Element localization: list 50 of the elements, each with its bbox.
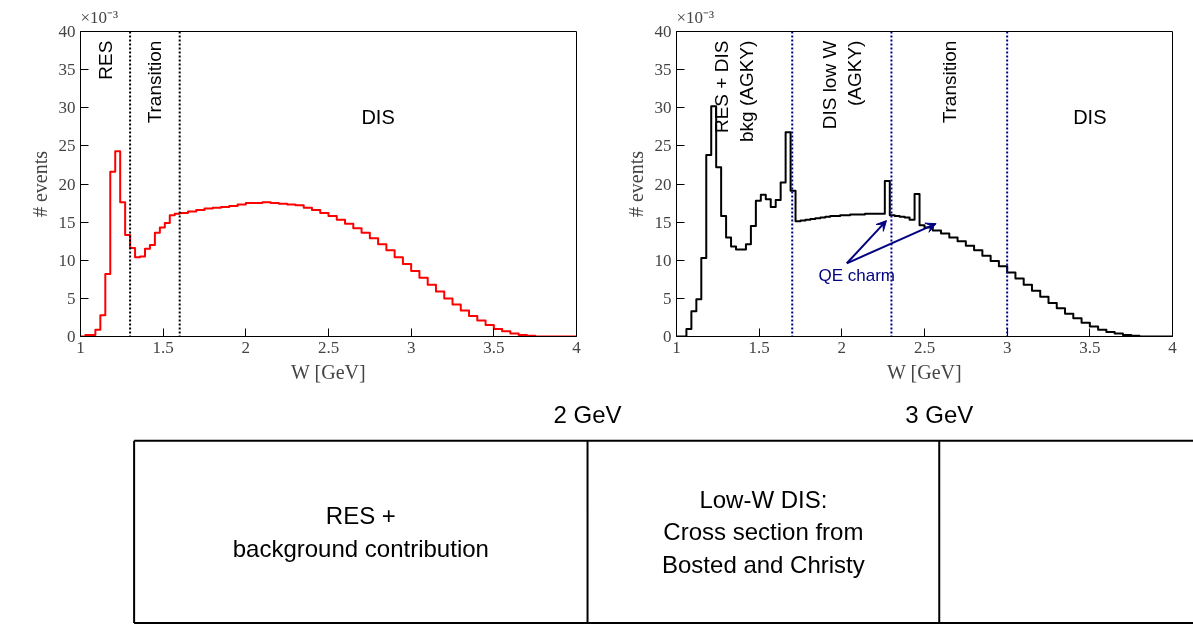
text: 2 GeV — [553, 400, 622, 428]
y-tick-label: 5 — [67, 288, 76, 308]
y-tick-label: 30 — [58, 98, 76, 118]
x-tick-label: 3.5 — [483, 337, 505, 357]
y-tick-label: 25 — [654, 136, 672, 156]
annotation: Transition — [144, 40, 166, 124]
x-axis-title: W [GeV] — [291, 360, 366, 383]
y-tick-label: 35 — [58, 60, 76, 80]
category-label: Low-W DIS: Cross section from Bosted and Christy — [662, 486, 865, 578]
y-tick-label: 0 — [67, 327, 76, 346]
x-tick-label: 1.5 — [152, 337, 174, 357]
y-tick-label: 30 — [654, 98, 672, 118]
category-label: RES + background contribution — [232, 502, 489, 562]
x-tick-label: 4 — [572, 337, 582, 357]
x-tick-label: 1.5 — [748, 337, 770, 357]
x-tick-label: 2.5 — [913, 337, 936, 357]
annotation: DIS low W (AGKY) — [818, 40, 865, 130]
annotation: DIS — [1073, 105, 1107, 128]
y-tick-label: 10 — [58, 250, 76, 270]
text: 3 GeV — [905, 400, 974, 428]
y-tick-label: 0 — [663, 327, 672, 346]
y-tick-label: 15 — [654, 212, 672, 232]
annotation: Transition — [938, 40, 960, 124]
x-axis-title: W [GeV] — [887, 360, 962, 383]
y-tick-label: 40 — [654, 22, 672, 41]
y-tick-label: 20 — [58, 174, 76, 194]
x-tick-label: 3 — [1002, 337, 1012, 357]
x-tick-label: 2 — [837, 337, 847, 357]
y-tick-label: 15 — [58, 212, 76, 232]
text: ×10⁻³ — [80, 7, 119, 27]
y-axis-title: # events — [28, 150, 51, 218]
x-tick-label: 2 — [241, 337, 251, 357]
y-tick-label: 5 — [663, 288, 672, 308]
x-tick-label: 2.5 — [317, 337, 340, 357]
x-tick-label: 1 — [76, 337, 85, 357]
annotation: RES — [94, 40, 116, 80]
y-tick-label: 25 — [58, 136, 76, 156]
y-tick-label: 40 — [58, 22, 76, 41]
annotation: QE charm — [818, 266, 895, 285]
x-tick-label: 1 — [672, 337, 681, 357]
y-tick-label: 10 — [654, 250, 672, 270]
y-tick-label: 35 — [654, 60, 672, 80]
text: ×10⁻³ — [676, 7, 715, 27]
annotation: RES + DIS bkg (AGKY) — [711, 40, 758, 143]
y-axis-title: # events — [624, 150, 647, 218]
x-tick-label: 3.5 — [1079, 337, 1101, 357]
y-tick-label: 20 — [654, 174, 672, 194]
x-tick-label: 3 — [406, 337, 416, 357]
annotation: DIS — [361, 105, 395, 128]
x-tick-label: 4 — [1168, 337, 1178, 357]
